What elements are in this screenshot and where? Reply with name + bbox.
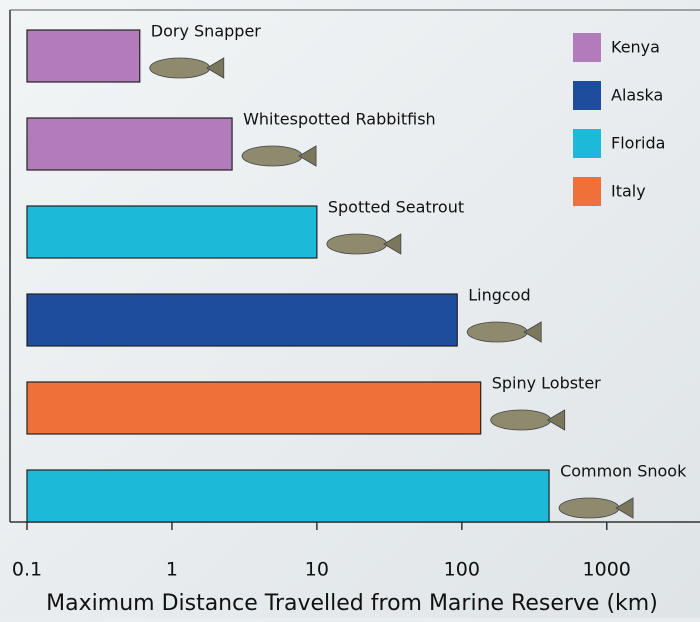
legend-swatch: [573, 33, 601, 62]
x-tick-label: 100: [444, 559, 480, 581]
legend-swatch: [573, 177, 601, 206]
legend-label: Italy: [611, 182, 646, 201]
bar-label: Spotted Seatrout: [328, 198, 464, 217]
fish-icon: [242, 146, 302, 166]
chart: Maximum Distance Travelled from Marine R…: [0, 0, 700, 618]
fish-icon: [559, 498, 619, 518]
bar-label: Whitespotted Rabbitfish: [243, 110, 436, 129]
bar: [27, 294, 457, 346]
legend-swatch: [573, 81, 601, 110]
bar: [27, 118, 232, 170]
fish-icon: [491, 410, 551, 430]
page: {"chart_data": {"type": "bar", "orientat…: [0, 0, 700, 622]
x-tick-label: 10: [305, 559, 329, 581]
bar: [27, 30, 140, 82]
x-tick-label: 1000: [583, 559, 631, 581]
bar-label: Spiny Lobster: [492, 374, 601, 393]
bar: [27, 206, 317, 258]
fish-icon: [150, 58, 210, 78]
legend-label: Kenya: [611, 38, 660, 57]
bar-label: Lingcod: [468, 286, 530, 305]
fish-icon: [327, 234, 387, 254]
legend-label: Alaska: [611, 86, 663, 105]
bar: [27, 470, 549, 522]
bar: [27, 382, 481, 434]
x-tick-label: 0.1: [12, 559, 42, 581]
fish-icon: [467, 322, 527, 342]
bar-label: Common Snook: [560, 462, 687, 481]
legend-swatch: [573, 129, 601, 158]
x-tick-label: 1: [166, 559, 178, 581]
x-axis-title: Maximum Distance Travelled from Marine R…: [46, 591, 658, 616]
bar-label: Dory Snapper: [151, 22, 262, 41]
legend-label: Florida: [611, 134, 665, 153]
